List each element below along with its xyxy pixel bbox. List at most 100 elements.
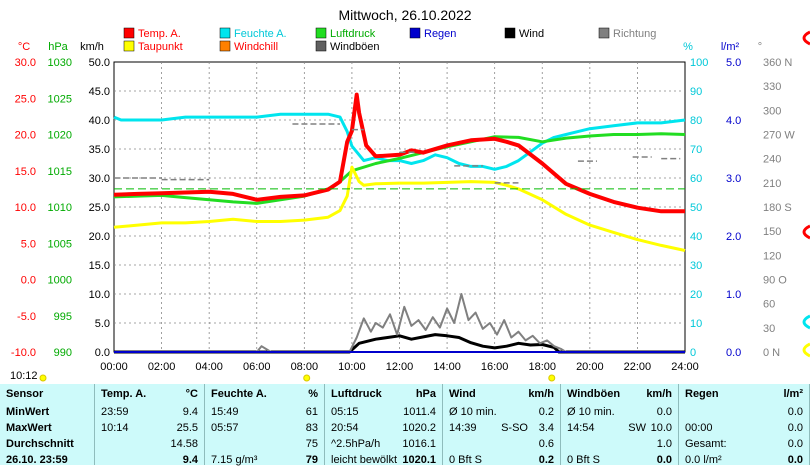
ytick-press-3: 1015 [48, 166, 72, 178]
summary-cell-l-4-0: Ø 10 min. [449, 406, 497, 418]
summary-cell-r-5-1: 10.0 [650, 422, 672, 434]
summary-head-5: Windböen [567, 388, 621, 400]
ytick-hum-7: 30 [690, 260, 702, 272]
legend-swatch-4 [504, 27, 516, 39]
legend-swatch-7 [219, 40, 231, 52]
ytick-wind-9: 5.0 [95, 318, 110, 330]
ytick-wind-2: 40.0 [89, 115, 110, 127]
unit-temp: °C [18, 41, 30, 53]
summary-cell-r-6-1: 0.0 [787, 422, 803, 434]
summary-head-3: Luftdruck [331, 388, 382, 400]
summary-cell-r-6-2: 0.0 [787, 438, 803, 450]
summary-head-4: Wind [449, 388, 476, 400]
summary-cell-l-1-0: 23:59 [101, 406, 129, 418]
series-layer [113, 92, 686, 354]
summary-col-6: Regen l/m² 0.0 00:00 0.0 Gesamt: 0.0 0.0 l/m² 0.… [679, 384, 810, 466]
xtick-4: 08:00 [291, 361, 319, 373]
ytick-hum-8: 20 [690, 289, 702, 301]
summary-head-1: Temp. A. [101, 388, 147, 400]
summary-cell-r-4-1: 3.4 [538, 422, 554, 434]
unit-dir: ° [758, 41, 762, 53]
ytick-wind-0: 50.0 [89, 57, 110, 69]
summary-col-4: Wind km/h Ø 10 min. 0.2 14:39 S-SO 3.4 0.6 0 Bft… [443, 384, 561, 466]
series-line-1 [113, 132, 686, 205]
summary-col-0: Sensor MinWert MaxWert Durchschnitt 26.10. 2… [0, 384, 95, 466]
y-axis-ticks: 30.025.020.015.010.05.00.0-5.0-10.010301… [11, 57, 795, 359]
weather-chart: Mittwoch, 26.10.2022 Temp. A. Feuchte A. L… [11, 7, 810, 382]
summary-label-2: Durchschnitt [6, 438, 74, 450]
ytick-dir-9: 90 O [763, 275, 787, 287]
ytick-wind-4: 30.0 [89, 173, 110, 185]
summary-cell-r-3-0: 1011.4 [403, 406, 436, 418]
ytick-hum-5: 50 [690, 202, 702, 214]
ytick-hum-9: 10 [690, 318, 702, 330]
ytick-hum-3: 70 [690, 144, 702, 156]
ytick-temp-5: 5.0 [21, 238, 36, 250]
ytick-press-2: 1020 [48, 130, 72, 142]
summary-label-1: MaxWert [6, 422, 52, 434]
legend-label-0: Temp. A. [138, 28, 181, 40]
summary-cell-r-6-3: 0.0 [787, 454, 803, 466]
ytick-wind-7: 15.0 [89, 260, 110, 272]
ytick-wind-1: 45.0 [89, 86, 110, 98]
legend-label-2: Luftdruck [330, 28, 376, 40]
series-line-0 [113, 112, 686, 171]
summary-col-3: Luftdruck hPa 05:15 1011.4 20:54 1020.2 ^2.5hP… [325, 384, 443, 466]
summary-cell-l-3-3: leicht bewölkt [331, 454, 398, 466]
summary-unit-6: l/m² [783, 388, 803, 400]
ytick-dir-6: 180 S [763, 202, 792, 214]
xtick-10: 20:00 [576, 361, 604, 373]
summary-cell-r-1-1: 25.5 [176, 422, 198, 434]
summary-cell-l-1-1: 10:14 [101, 422, 129, 434]
summary-cell-l-4-1: 14:39 [449, 422, 477, 434]
summary-col-1: Temp. A. °C 23:59 9.4 10:14 25.5 14.58 9.4 [95, 384, 205, 466]
summary-cell-l-3-2: ^2.5hPa/h [331, 438, 381, 450]
summary-unit-2: % [308, 388, 318, 400]
ytick-temp-6: 0.0 [21, 275, 36, 287]
unit-wind: km/h [80, 41, 104, 53]
grid [114, 62, 685, 352]
summary-cell-l-2-3: 7.15 g/m³ [211, 454, 258, 466]
ytick-wind-8: 10.0 [89, 289, 110, 301]
summary-cell-r-4-2: 0.6 [538, 438, 554, 450]
ytick-dir-2: 300 [763, 105, 781, 117]
summary-cell-r-1-3: 9.4 [182, 454, 198, 466]
xtick-7: 14:00 [433, 361, 461, 373]
summary-cell-l-2-0: 15:49 [211, 406, 239, 418]
ytick-temp-4: 10.0 [15, 202, 36, 214]
summary-cell-m-5-1: SW [628, 422, 646, 434]
summary-cell-r-2-0: 61 [305, 406, 318, 418]
x-axis-ticks: 00:00 02:00 04:00 06:00 08:00 10:00 12:00 14:00… [100, 361, 699, 373]
ytick-wind-5: 25.0 [89, 202, 110, 214]
xtick-12: 24:00 [671, 361, 699, 373]
summary-cell-l-3-0: 05:15 [331, 406, 359, 418]
ytick-dir-10: 60 [763, 299, 775, 311]
legend: Temp. A. Feuchte A. Luftdruck Regen Wind Rich… [123, 27, 656, 53]
ytick-press-6: 1000 [48, 275, 72, 287]
ytick-rain-2: 3.0 [726, 173, 741, 185]
ytick-dir-8: 120 [763, 250, 781, 262]
ytick-dir-0: 360 N [763, 57, 792, 69]
ytick-press-4: 1010 [48, 202, 72, 214]
summary-cell-l-5-1: 14:54 [567, 422, 595, 434]
summary-cell-r-5-0: 0.0 [656, 406, 672, 418]
ytick-temp-3: 15.0 [15, 166, 36, 178]
summary-cell-l-5-3: 0 Bft S [567, 454, 601, 466]
xtick-9: 18:00 [528, 361, 556, 373]
ytick-hum-10: 0 [690, 347, 696, 359]
xtick-6: 12:00 [386, 361, 414, 373]
legend-swatch-0 [123, 27, 135, 39]
summary-cell-l-4-3: 0 Bft S [449, 454, 483, 466]
ytick-hum-0: 100 [690, 57, 708, 69]
summary-label-3: 26.10. 23:59 [6, 454, 68, 466]
unit-rain: l/m² [721, 41, 740, 53]
legend-swatch-1 [219, 27, 231, 39]
ytick-dir-11: 30 [763, 323, 775, 335]
ytick-press-1: 1025 [48, 93, 72, 105]
summary-head-6: Regen [685, 388, 719, 400]
ytick-rain-1: 4.0 [726, 115, 741, 127]
summary-head-2: Feuchte A. [211, 388, 267, 400]
ytick-dir-7: 150 [763, 226, 781, 238]
ytick-hum-1: 90 [690, 86, 702, 98]
summary-cell-r-2-3: 79 [305, 454, 318, 466]
